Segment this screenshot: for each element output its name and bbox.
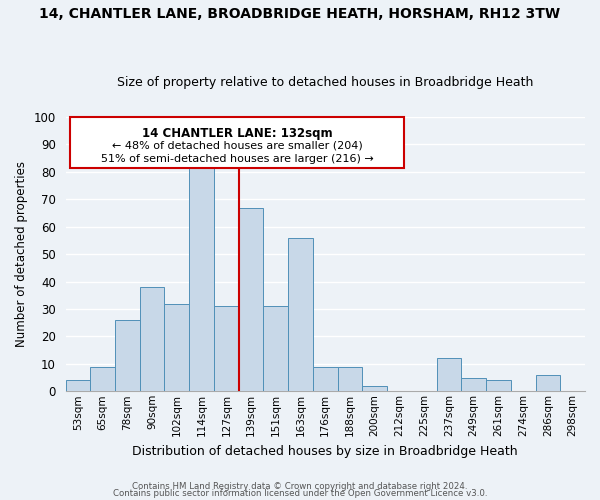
Title: Size of property relative to detached houses in Broadbridge Heath: Size of property relative to detached ho…: [117, 76, 533, 90]
Bar: [70, 117, 404, 168]
Bar: [65, 380, 90, 392]
Y-axis label: Number of detached properties: Number of detached properties: [15, 161, 28, 347]
Text: 14 CHANTLER LANE: 132sqm: 14 CHANTLER LANE: 132sqm: [142, 126, 333, 140]
Bar: [313, 366, 338, 392]
Bar: [214, 306, 239, 392]
Bar: [362, 386, 387, 392]
Bar: [90, 366, 115, 392]
Bar: [486, 380, 511, 392]
Bar: [288, 238, 313, 392]
X-axis label: Distribution of detached houses by size in Broadbridge Heath: Distribution of detached houses by size …: [133, 444, 518, 458]
Bar: [239, 208, 263, 392]
Bar: [140, 287, 164, 392]
Bar: [338, 366, 362, 392]
Bar: [263, 306, 288, 392]
Bar: [536, 375, 560, 392]
Text: ← 48% of detached houses are smaller (204): ← 48% of detached houses are smaller (20…: [112, 140, 363, 150]
Bar: [461, 378, 486, 392]
Bar: [115, 320, 140, 392]
Bar: [189, 166, 214, 392]
Text: Contains HM Land Registry data © Crown copyright and database right 2024.: Contains HM Land Registry data © Crown c…: [132, 482, 468, 491]
Bar: [164, 304, 189, 392]
Bar: [437, 358, 461, 392]
Text: 51% of semi-detached houses are larger (216) →: 51% of semi-detached houses are larger (…: [101, 154, 374, 164]
Text: 14, CHANTLER LANE, BROADBRIDGE HEATH, HORSHAM, RH12 3TW: 14, CHANTLER LANE, BROADBRIDGE HEATH, HO…: [40, 8, 560, 22]
Text: Contains public sector information licensed under the Open Government Licence v3: Contains public sector information licen…: [113, 490, 487, 498]
